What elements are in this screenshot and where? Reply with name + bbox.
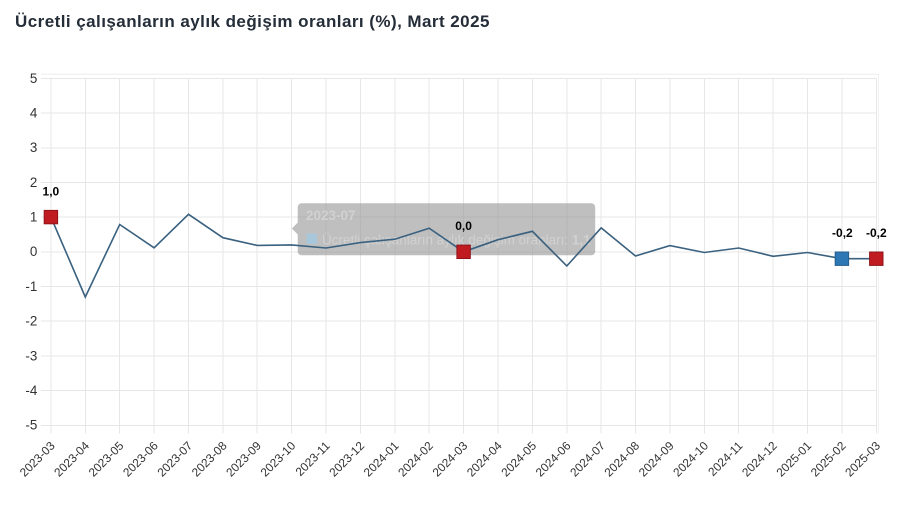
svg-text:-2: -2 (25, 314, 37, 329)
svg-text:Ücretli çalışanların aylık değ: Ücretli çalışanların aylık değişim oranl… (15, 12, 490, 31)
svg-text:-3: -3 (25, 348, 37, 363)
svg-text:3: 3 (30, 140, 37, 155)
svg-text:4: 4 (30, 106, 38, 121)
svg-text:-4: -4 (25, 383, 37, 398)
svg-text:0: 0 (30, 244, 37, 259)
svg-text:-0,2: -0,2 (832, 226, 853, 240)
svg-text:-0,2: -0,2 (866, 226, 887, 240)
svg-text:1,0: 1,0 (43, 184, 60, 198)
svg-text:2023-07: 2023-07 (306, 208, 356, 223)
svg-text:0,0: 0,0 (455, 219, 472, 233)
svg-text:5: 5 (30, 71, 37, 86)
svg-text:-1: -1 (25, 279, 37, 294)
svg-text:1: 1 (30, 210, 37, 225)
svg-text:-5: -5 (25, 418, 37, 433)
svg-text:2: 2 (30, 175, 37, 190)
